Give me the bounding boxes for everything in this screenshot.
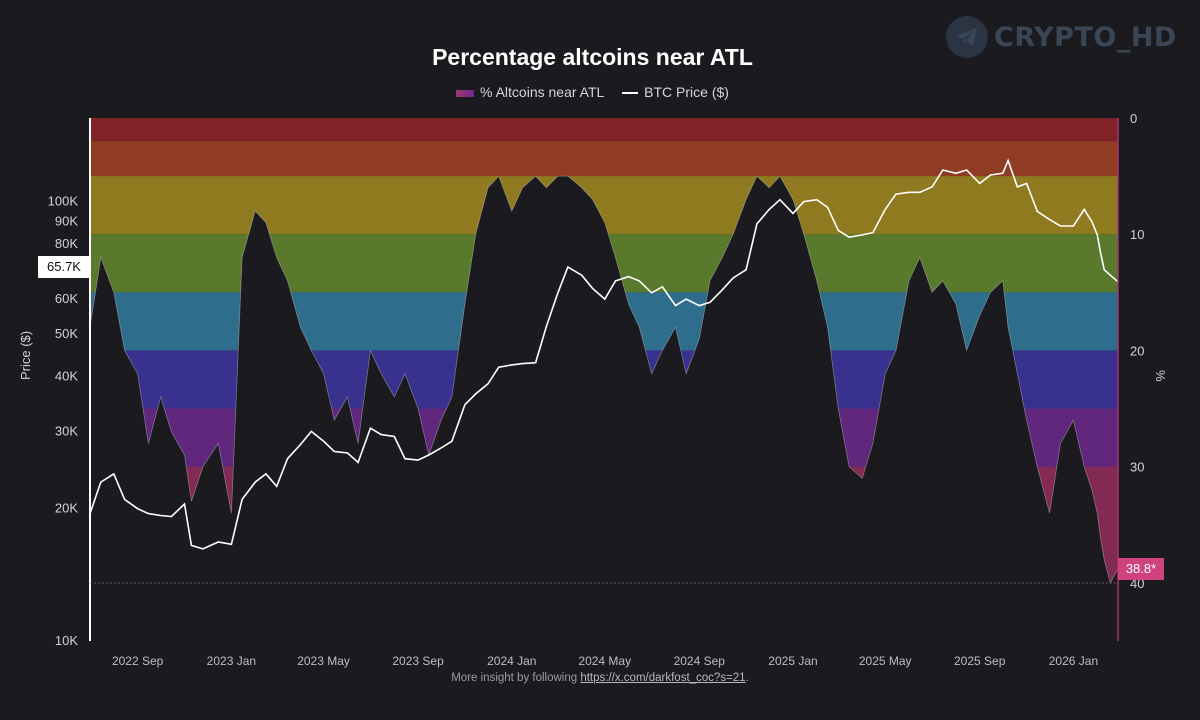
legend-swatch-btc-price (622, 92, 639, 95)
x-tick-label-7: 2025 Jan (768, 654, 817, 668)
x-tick-label-5: 2024 May (578, 654, 631, 668)
y-left-tick-label-1: 20K (55, 501, 78, 516)
altcoin-pct-line (89, 175, 1119, 584)
btc-price-line (89, 158, 1119, 550)
legend-item-btc-price[interactable]: BTC Price ($) (622, 84, 729, 100)
y-left-tick-label-0: 10K (55, 633, 78, 648)
legend-label-altcoins: % Altcoins near ATL (480, 84, 605, 100)
telegram-icon (946, 16, 988, 58)
watermark: CRYPTO_HD (946, 14, 1177, 60)
y-right-tick-label-2: 20 (1130, 343, 1144, 358)
x-tick-label-1: 2023 Jan (207, 654, 256, 668)
y-right-tick-label-0: 0 (1130, 111, 1137, 126)
footer-prefix: More insight by following (451, 672, 578, 684)
x-tick-label-3: 2023 Sep (392, 654, 444, 668)
current-pct-badge: 38.8* (1118, 558, 1164, 580)
footer-link[interactable]: https://x.com/darkfost_coc?s=21 (580, 672, 746, 684)
x-axis-ticks: 2022 Sep 2023 Jan 2023 May 2023 Sep 2024 Jan… (112, 654, 1098, 668)
legend-swatch-altcoins (456, 89, 475, 97)
footer-note: More insight by following https://x.com/… (0, 672, 1200, 684)
legend-label-btc-price: BTC Price ($) (644, 84, 729, 100)
legend-item-altcoins[interactable]: % Altcoins near ATL (456, 84, 604, 100)
y-left-tick-label-7: 80K (55, 236, 78, 251)
y-right-tick-label-1: 10 (1130, 227, 1144, 242)
chart-title: Percentage altcoins near ATL (432, 44, 753, 70)
y-axis-left-ticks: 10K20K30K40K50K60K70K80K90K100K (48, 194, 79, 648)
y-left-tick-label-5: 60K (55, 291, 78, 306)
band-0 (90, 118, 1118, 142)
current-price-badge: 65.7K (38, 256, 90, 278)
y-left-tick-label-9: 100K (48, 194, 79, 209)
x-tick-label-9: 2025 Sep (954, 654, 1006, 668)
x-tick-label-6: 2024 Sep (674, 654, 726, 668)
y-right-tick-label-3: 30 (1130, 460, 1144, 475)
y-left-tick-label-3: 40K (55, 368, 78, 383)
y-left-tick-label-4: 50K (55, 326, 78, 341)
footer-suffix: . (745, 672, 749, 684)
y-left-tick-label-2: 30K (55, 423, 78, 438)
x-tick-label-10: 2026 Jan (1049, 654, 1098, 668)
x-tick-label-8: 2025 May (859, 654, 912, 668)
x-tick-label-0: 2022 Sep (112, 654, 164, 668)
altcoin-pct-mask (90, 176, 1118, 641)
chart-legend: % Altcoins near ATL BTC Price ($) (0, 84, 1185, 100)
x-tick-label-4: 2024 Jan (487, 654, 536, 668)
x-tick-label-2: 2023 May (297, 654, 350, 668)
watermark-text: CRYPTO_HD (994, 21, 1177, 53)
y-left-tick-label-8: 90K (55, 214, 78, 229)
